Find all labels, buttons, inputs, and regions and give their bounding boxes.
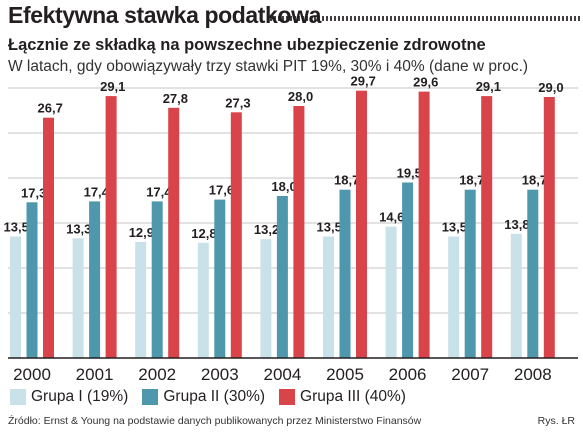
data-label: 18,0 (271, 179, 296, 194)
legend-item-grupa-1: Grupa I (19%) (10, 388, 128, 406)
data-label: 26,7 (38, 101, 63, 116)
x-tick-label: 2002 (138, 365, 176, 384)
data-label: 17,6 (209, 183, 234, 198)
data-label: 18,7 (334, 173, 359, 188)
x-tick-label: 2004 (263, 365, 301, 384)
data-label: 13,2 (254, 222, 279, 237)
legend-item-grupa-3: Grupa III (40%) (279, 388, 406, 406)
source-note: Źródło: Ernst & Young na podstawie danyc… (8, 415, 422, 427)
bar-3-2001 (105, 96, 117, 358)
title-decorative-rule (270, 16, 580, 21)
x-tick-label: 2005 (326, 365, 364, 384)
bar-2-2008 (527, 189, 539, 358)
bar-1-2007 (448, 236, 460, 358)
legend-swatch-grupa-2 (142, 389, 159, 405)
x-tick-label: 2007 (451, 365, 489, 384)
x-tick-label: 2001 (76, 365, 114, 384)
bar-1-2004 (260, 239, 272, 358)
data-label: 13,3 (66, 221, 91, 236)
legend-label-grupa-1: Grupa I (19%) (31, 388, 129, 405)
chart-description: W latach, gdy obowiązywały trzy stawki P… (8, 58, 529, 75)
data-label: 13,5 (442, 220, 467, 235)
data-label: 29,7 (351, 74, 376, 89)
data-label: 28,0 (288, 89, 313, 104)
bar-1-2005 (323, 236, 334, 358)
data-label: 14,6 (379, 210, 404, 225)
bar-1-2002 (135, 241, 147, 358)
chart-legend: Grupa I (19%) Grupa II (30%) Grupa III (… (10, 388, 406, 406)
bar-2-2001 (89, 201, 101, 358)
data-label: 29,6 (413, 75, 438, 90)
bar-chart: 13,5 17,3 26,7 2000 13,3 17,4 29,1 2001 12,9 17,4… (4, 74, 578, 384)
data-label: 27,3 (225, 95, 250, 110)
bar-3-2002 (168, 107, 180, 358)
bar-2-2000 (26, 202, 38, 358)
x-tick-label: 2008 (514, 365, 552, 384)
bar-2-2003 (214, 199, 226, 358)
data-label: 19,5 (397, 166, 422, 181)
data-label: 29,1 (100, 79, 125, 94)
bar-2-2005 (339, 189, 351, 358)
bar-3-2004 (293, 106, 305, 358)
legend-label-grupa-3: Grupa III (40%) (300, 388, 406, 405)
data-label: 17,3 (21, 185, 46, 200)
bar-1-2001 (72, 238, 84, 358)
bar-2-2006 (402, 182, 414, 358)
bar-2-2004 (276, 196, 288, 358)
chart-subtitle: Łącznie ze składką na powszechne ubezpie… (8, 36, 486, 54)
data-label: 27,8 (163, 91, 188, 106)
bar-3-2008 (543, 97, 555, 358)
chart-title: Efektywna stawka podatkowa (8, 2, 321, 28)
legend-swatch-grupa-3 (279, 389, 296, 405)
data-label: 29,1 (476, 79, 501, 94)
data-label: 13,8 (504, 217, 529, 232)
data-label: 12,9 (129, 225, 154, 240)
data-label: 17,4 (146, 184, 172, 199)
legend-label-grupa-2: Grupa II (30%) (163, 388, 266, 405)
data-label: 18,7 (522, 173, 547, 188)
bar-3-2000 (43, 117, 54, 358)
legend-swatch-grupa-1 (10, 389, 26, 405)
data-label: 17,4 (84, 184, 110, 199)
data-label: 29,0 (538, 80, 563, 95)
x-tick-label: 2006 (389, 365, 427, 384)
bar-1-2000 (10, 236, 21, 358)
data-label: 13,5 (4, 220, 29, 235)
data-label: 13,5 (317, 220, 342, 235)
bar-3-2005 (356, 90, 367, 358)
x-tick-label: 2003 (201, 365, 239, 384)
legend-item-grupa-2: Grupa II (30%) (142, 388, 265, 406)
data-label: 12,8 (191, 226, 216, 241)
figure-credit: Rys. ŁR (537, 415, 575, 427)
bar-1-2003 (197, 242, 209, 358)
x-tick-label: 2000 (13, 365, 51, 384)
bar-1-2008 (510, 233, 522, 358)
bar-1-2006 (385, 226, 397, 358)
bar-3-2003 (230, 112, 242, 358)
bar-3-2007 (481, 96, 493, 358)
data-label: 18,7 (459, 173, 484, 188)
bar-2-2007 (464, 189, 476, 358)
bar-2-2002 (151, 201, 163, 358)
bar-3-2006 (418, 91, 430, 358)
